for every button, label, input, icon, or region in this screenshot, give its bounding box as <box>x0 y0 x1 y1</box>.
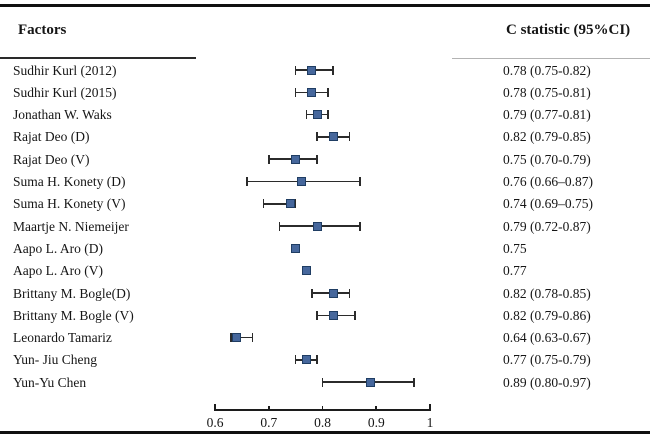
ci-whisker-cap <box>316 355 318 365</box>
ci-whisker-cap <box>294 87 297 97</box>
study-label: Jonathan W. Waks <box>13 107 112 123</box>
ci-whisker-cap <box>348 288 351 298</box>
study-label: Sudhir Kurl (2012) <box>13 62 117 78</box>
ci-whisker-cap <box>359 221 361 231</box>
ci-whisker-cap <box>316 132 318 142</box>
study-label: Aapo L. Aro (V) <box>13 263 103 279</box>
ci-whisker-cap <box>294 65 297 75</box>
study-label: Brittany M. Bogle (V) <box>13 307 134 323</box>
ci-whisker-cap <box>310 288 313 298</box>
factors-header-rule <box>0 57 196 59</box>
ci-whisker-cap <box>327 110 329 120</box>
ci-whisker <box>263 203 296 205</box>
cstat-value: 0.74 (0.69–0.75) <box>503 196 593 212</box>
point-estimate-marker <box>328 288 338 298</box>
ci-whisker-cap <box>332 65 335 75</box>
cstat-value: 0.82 (0.79-0.85) <box>503 129 591 145</box>
ci-whisker-cap <box>294 355 297 365</box>
ci-whisker-cap <box>413 377 415 387</box>
study-label: Leonardo Tamariz <box>13 330 112 346</box>
ci-whisker-cap <box>267 154 270 164</box>
cstat-value: 0.75 <box>503 240 527 256</box>
x-axis-tick <box>375 405 378 411</box>
study-label: Suma H. Konety (D) <box>13 174 126 189</box>
ci-whisker-cap <box>278 221 281 231</box>
cstat-value: 0.82 (0.78-0.85) <box>503 285 591 301</box>
point-estimate-marker <box>307 87 317 97</box>
bottom-border-rule <box>0 431 650 434</box>
x-axis-tick <box>214 403 216 411</box>
study-label: Maartje N. Niemeijer <box>13 218 129 234</box>
ci-whisker-cap <box>246 177 249 186</box>
cstat-column-header: C statistic (95%CI) <box>506 22 631 38</box>
study-label: Suma H. Konety (V) <box>13 196 126 212</box>
cstat-header-rule <box>452 58 650 60</box>
study-label: Brittany M. Bogle(D) <box>13 285 131 301</box>
point-estimate-marker <box>328 310 338 320</box>
ci-whisker-cap <box>316 310 318 320</box>
ci-whisker-cap <box>262 199 265 209</box>
ci-whisker-cap <box>327 87 329 97</box>
x-axis-tick <box>321 405 324 411</box>
x-axis-tick <box>429 403 431 411</box>
study-label: Sudhir Kurl (2015) <box>13 84 117 100</box>
x-axis-tick-label: 0.6 <box>206 415 224 430</box>
cstat-value: 0.77 (0.75-0.79) <box>503 352 591 368</box>
ci-whisker-cap <box>359 177 361 186</box>
point-estimate-marker <box>291 154 301 164</box>
study-label: Yun- Jiu Cheng <box>13 352 97 368</box>
study-label: Aapo L. Aro (D) <box>13 240 103 256</box>
factors-column-header: Factors <box>18 22 67 38</box>
cstat-value: 0.78 (0.75-0.82) <box>503 62 591 78</box>
point-estimate-marker <box>301 355 311 365</box>
point-estimate-marker <box>312 110 322 120</box>
ci-whisker-cap <box>353 310 356 320</box>
cstat-value: 0.64 (0.63-0.67) <box>503 330 591 346</box>
x-axis-tick <box>267 405 270 411</box>
point-estimate-marker <box>301 266 311 276</box>
cstat-value: 0.77 <box>503 263 527 279</box>
top-border-rule <box>0 4 650 7</box>
x-axis-tick-label: 1 <box>426 415 434 430</box>
ci-whisker <box>231 336 253 339</box>
ci-whisker-cap <box>316 154 318 164</box>
cstat-value: 0.79 (0.72-0.87) <box>503 218 591 234</box>
point-estimate-marker <box>232 333 241 343</box>
study-label: Rajat Deo (V) <box>13 151 90 167</box>
ci-whisker-cap <box>294 199 297 209</box>
x-axis-tick-label: 0.7 <box>260 415 278 430</box>
cstat-value: 0.82 (0.79-0.86) <box>503 307 591 323</box>
ci-whisker-cap <box>321 377 324 387</box>
point-estimate-marker <box>328 132 338 142</box>
point-estimate-marker <box>296 177 306 186</box>
ci-whisker-cap <box>251 333 254 343</box>
point-estimate-marker <box>312 221 322 231</box>
cstat-value: 0.89 (0.80-0.97) <box>503 374 591 390</box>
point-estimate-marker <box>307 65 317 75</box>
ci-whisker-cap <box>305 110 308 120</box>
cstat-value: 0.78 (0.75-0.81) <box>503 84 591 100</box>
point-estimate-marker <box>285 199 295 209</box>
study-label: Yun-Yu Chen <box>13 374 87 390</box>
point-estimate-marker <box>291 243 301 253</box>
cstat-value: 0.75 (0.70-0.79) <box>503 151 591 167</box>
ci-whisker-cap <box>348 132 351 142</box>
study-label: Rajat Deo (D) <box>13 129 90 145</box>
x-axis-tick-label: 0.8 <box>314 415 331 430</box>
ci-whisker-cap <box>230 333 232 343</box>
cstat-value: 0.79 (0.77-0.81) <box>503 107 591 123</box>
x-axis-tick-label: 0.9 <box>367 415 385 430</box>
cstat-value: 0.76 (0.66–0.87) <box>503 174 593 189</box>
point-estimate-marker <box>366 377 376 387</box>
